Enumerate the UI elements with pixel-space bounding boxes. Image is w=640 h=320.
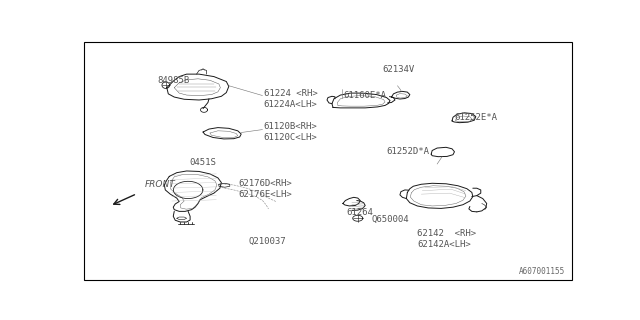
Text: 61224 <RH>
61224A<LH>: 61224 <RH> 61224A<LH> xyxy=(264,89,317,109)
Text: 0451S: 0451S xyxy=(189,158,216,167)
Text: 61252E*A: 61252E*A xyxy=(454,113,497,122)
Text: 61120B<RH>
61120C<LH>: 61120B<RH> 61120C<LH> xyxy=(264,122,317,142)
Text: Q210037: Q210037 xyxy=(249,237,286,246)
Text: 61160E*A: 61160E*A xyxy=(343,91,386,100)
Text: A607001155: A607001155 xyxy=(519,267,565,276)
Text: 84985B: 84985B xyxy=(157,76,189,85)
Text: 61252D*A: 61252D*A xyxy=(387,147,429,156)
Text: 62176D<RH>
62176E<LH>: 62176D<RH> 62176E<LH> xyxy=(239,179,292,199)
Text: Q650004: Q650004 xyxy=(372,215,409,224)
Text: 62142  <RH>
62142A<LH>: 62142 <RH> 62142A<LH> xyxy=(417,229,476,249)
Text: 62134V: 62134V xyxy=(383,65,415,74)
Text: 61264: 61264 xyxy=(347,208,374,217)
Text: FRONT: FRONT xyxy=(145,180,175,189)
